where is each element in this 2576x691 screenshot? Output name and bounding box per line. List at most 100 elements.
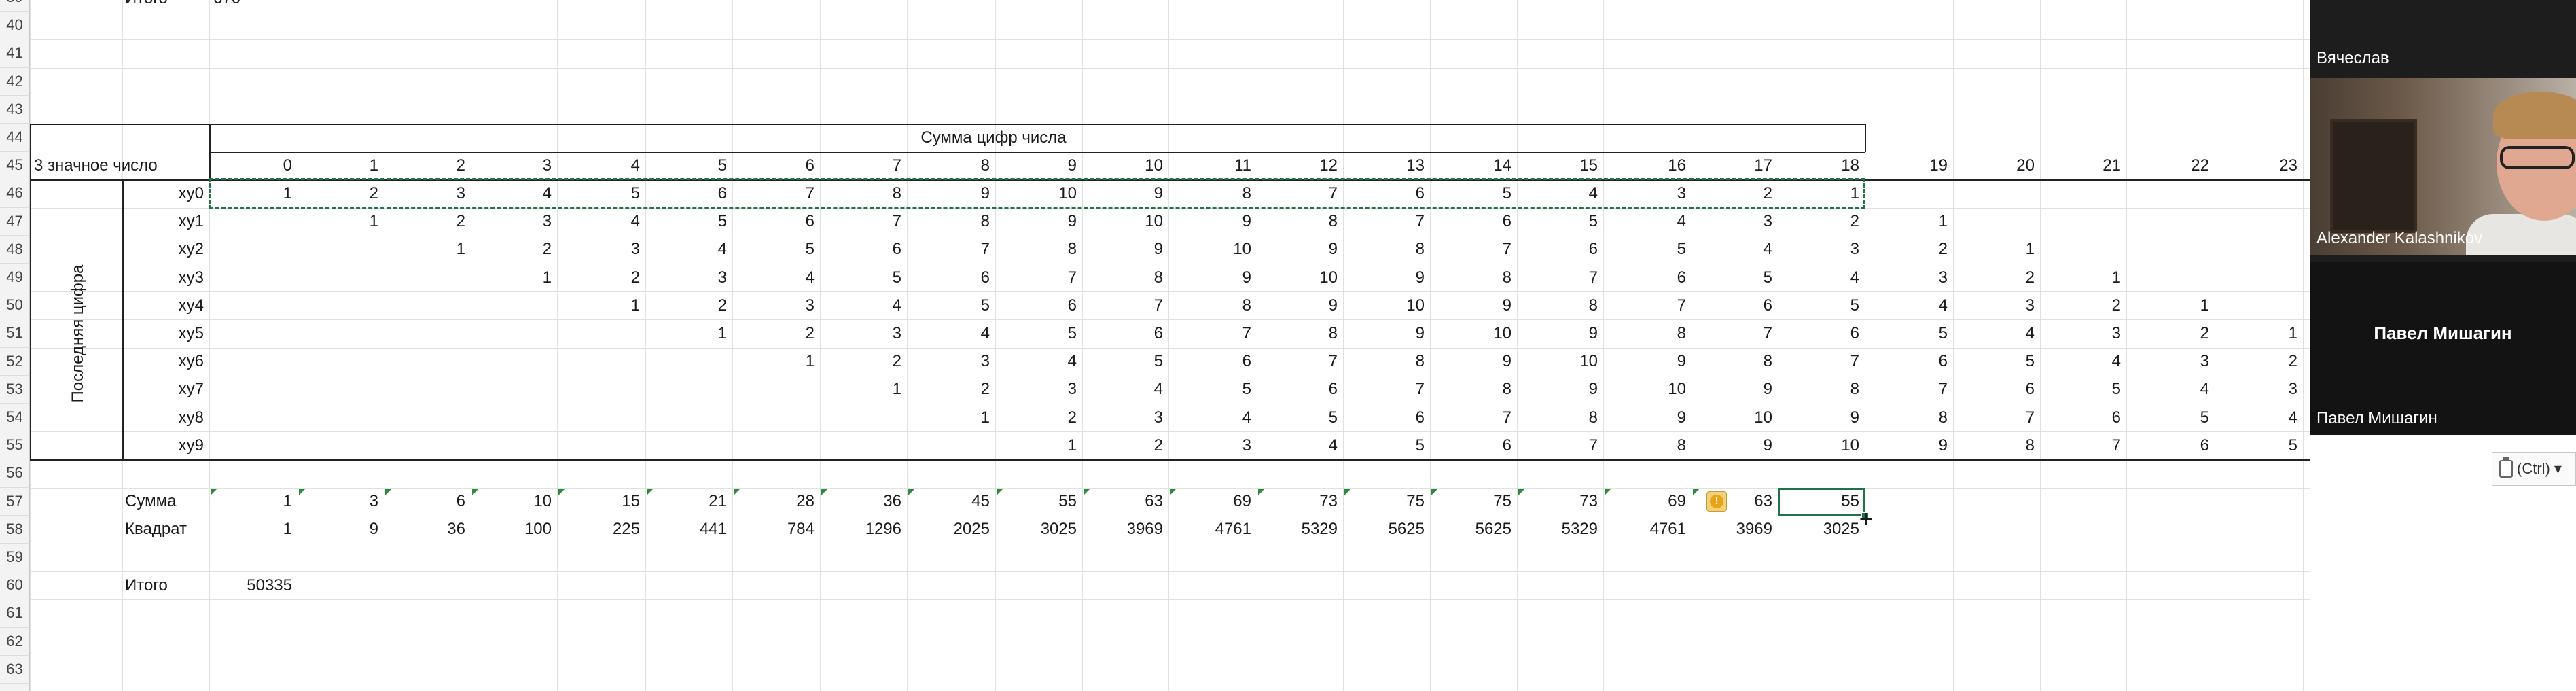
table-cell: 9 [1328, 296, 1338, 315]
table-cell: 8 [1588, 408, 1598, 427]
spreadsheet-grid[interactable]: 3940414243444546474849505152535455565758… [0, 0, 2310, 691]
table-cell: 3 [1763, 212, 1772, 231]
table-cell: 2 [369, 184, 378, 202]
table-cell: 6 [1677, 268, 1686, 287]
row-header[interactable]: 58 [0, 515, 30, 544]
row-header[interactable]: 49 [0, 264, 30, 292]
column-number-cell: 18 [1841, 156, 1859, 175]
table-cell: 8 [1415, 240, 1425, 259]
gridline-vertical [1517, 0, 1518, 691]
table-cell: 7 [1415, 380, 1425, 399]
table-cell: 1 [2288, 324, 2297, 342]
column-number-cell: 0 [283, 156, 292, 175]
table-cell: 5 [2025, 352, 2035, 371]
square-label: Квадрат [125, 520, 187, 539]
square-value-cell: 9 [369, 520, 378, 539]
row-header[interactable]: 50 [0, 291, 30, 320]
row-header[interactable]: 43 [0, 95, 30, 124]
table-cell: 3 [1067, 380, 1077, 399]
gridline-vertical [645, 0, 646, 691]
table-cell: 7 [1502, 240, 1511, 259]
table-cell: 7 [1153, 296, 1163, 315]
fill-cursor-icon: + [1859, 506, 1873, 532]
participant-name: Вячеслав [2316, 49, 2389, 67]
paste-options-button[interactable]: (Ctrl) ▾ [2492, 452, 2576, 486]
row-header[interactable]: 61 [0, 599, 30, 628]
table-cell: 4 [805, 268, 815, 287]
column-number-cell: 14 [1493, 156, 1511, 175]
row-label: xy4 [178, 296, 204, 315]
error-indicator-icon [472, 489, 478, 495]
row-header[interactable]: 64 [0, 684, 30, 691]
row-header[interactable]: 47 [0, 207, 30, 236]
row-header[interactable]: 41 [0, 39, 30, 68]
table-cell: 6 [1938, 352, 1948, 371]
table-cell: 6 [1763, 296, 1772, 315]
gridline-vertical [995, 0, 996, 691]
column-number-cell: 21 [2103, 156, 2121, 175]
table-cell: 8 [1588, 296, 1598, 315]
row-header[interactable]: 60 [0, 571, 30, 600]
table-cell: 6 [2111, 408, 2121, 427]
table-cell: 6 [717, 184, 727, 202]
vertical-label-last-digit: Последняя цифра [69, 264, 87, 403]
error-indicator-icon [1693, 489, 1699, 495]
row-header[interactable]: 59 [0, 544, 30, 572]
table-cell: 9 [1067, 212, 1077, 231]
fill-handle[interactable] [1861, 512, 1869, 520]
square-value-cell: 5625 [1388, 520, 1425, 539]
column-number-cell: 8 [980, 156, 990, 175]
participant-tile-pavel[interactable]: Павел Мишагин Павел Мишагин [2310, 262, 2576, 435]
error-warning-icon[interactable]: ! [1706, 491, 1727, 512]
row-label: xy1 [178, 212, 204, 231]
table-cell: 10 [1493, 324, 1511, 342]
table-cell: 8 [892, 184, 901, 202]
table-cell: 2 [1153, 436, 1163, 455]
row-header[interactable]: 53 [0, 375, 30, 404]
table-cell: 10 [1579, 352, 1598, 371]
column-number-cell: 12 [1319, 156, 1338, 175]
table-cell: 6 [892, 240, 901, 259]
camera-person-shirt [2466, 214, 2576, 255]
table-cell: 1 [1067, 436, 1077, 455]
row-header[interactable]: 63 [0, 655, 30, 684]
sum-value-cell: 21 [709, 492, 727, 511]
row-header[interactable]: 52 [0, 347, 30, 376]
row-header[interactable]: 54 [0, 404, 30, 432]
row-header[interactable]: 42 [0, 67, 30, 96]
table-cell: 6 [1242, 352, 1251, 371]
row-header[interactable]: 46 [0, 179, 30, 208]
table-border [209, 124, 211, 180]
table-cell: 3 [1242, 436, 1251, 455]
row-header[interactable]: 48 [0, 235, 30, 264]
table-cell: 5 [805, 240, 815, 259]
row-header[interactable]: 57 [0, 487, 30, 516]
error-indicator-icon [997, 489, 1003, 495]
row-header[interactable]: 55 [0, 431, 30, 460]
camera-shelf [2330, 119, 2417, 233]
table-cell: 9 [1588, 380, 1598, 399]
gridline-vertical [209, 0, 210, 691]
gridline-horizontal [30, 487, 2310, 489]
row-header[interactable]: 56 [0, 459, 30, 488]
row-header[interactable]: 44 [0, 124, 30, 152]
gridline-vertical [1343, 0, 1344, 691]
table-cell: 10 [1841, 436, 1859, 455]
table-cell: 2 [630, 268, 640, 287]
table-cell: 4 [2200, 380, 2209, 399]
row-header[interactable]: 62 [0, 627, 30, 656]
active-cell-selection[interactable] [1778, 487, 1865, 516]
row-header[interactable]: 51 [0, 319, 30, 348]
sum-value-cell: 28 [796, 492, 815, 511]
participant-tile-alexander[interactable]: Alexander Kalashnikov [2310, 78, 2576, 255]
table-cell: 1 [892, 380, 901, 399]
table-cell: 7 [1328, 352, 1338, 371]
table-cell: 3 [805, 296, 815, 315]
row-header[interactable]: 39 [0, 0, 30, 12]
gridline-horizontal [30, 599, 2310, 601]
table-cell: 1 [717, 324, 727, 342]
participant-tile-viacheslav[interactable]: Вячеслав [2310, 0, 2576, 75]
row-header[interactable]: 45 [0, 152, 30, 180]
row-header[interactable]: 40 [0, 12, 30, 40]
gridline-vertical [1603, 0, 1604, 691]
